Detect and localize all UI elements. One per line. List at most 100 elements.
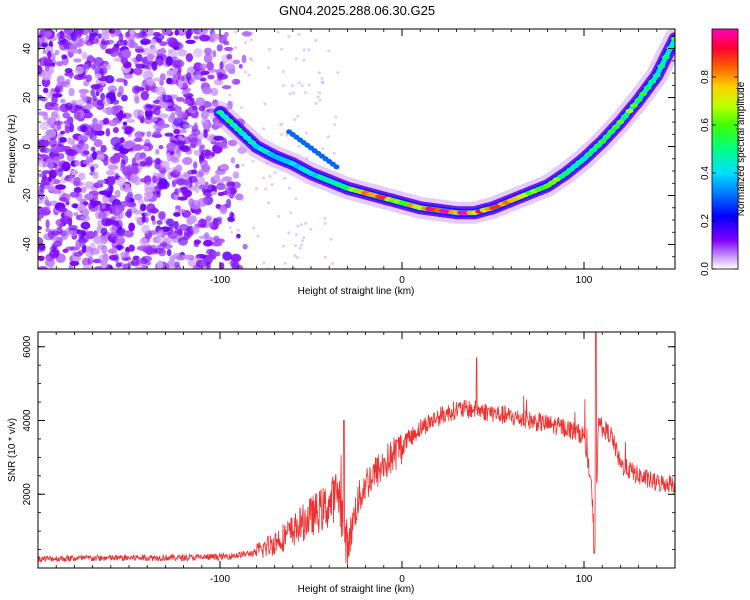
noise-speck <box>326 135 330 139</box>
noise-speck <box>193 240 200 248</box>
noise-speck <box>38 225 43 230</box>
noise-speck <box>133 67 143 76</box>
noise-speck <box>109 231 117 238</box>
noise-speck <box>41 42 48 48</box>
noise-speck <box>175 205 181 210</box>
noise-speck <box>174 188 179 196</box>
noise-speck <box>108 29 116 34</box>
noise-speck <box>178 78 184 89</box>
noise-speck <box>332 151 336 155</box>
noise-speck <box>81 51 88 60</box>
noise-speck <box>60 215 71 225</box>
noise-speck <box>155 86 166 96</box>
noise-speck <box>162 94 173 103</box>
noise-speck <box>200 218 205 225</box>
noise-speck <box>287 231 291 235</box>
noise-speck <box>213 174 221 181</box>
noise-speck <box>194 185 200 194</box>
noise-speck <box>145 156 153 166</box>
noise-speck <box>113 105 123 111</box>
noise-speck <box>126 39 136 49</box>
noise-speck <box>233 45 237 49</box>
noise-speck <box>77 142 84 149</box>
snr-series-line <box>38 332 675 567</box>
noise-speck <box>294 57 298 61</box>
noise-speck <box>177 111 188 119</box>
noise-speck <box>59 30 65 38</box>
noise-speck <box>92 123 103 132</box>
noise-speck <box>334 115 338 119</box>
noise-speck <box>302 48 306 52</box>
noise-speck <box>50 230 60 236</box>
noise-speck <box>216 44 223 52</box>
noise-speck <box>189 137 199 147</box>
ridge-peak <box>652 73 661 78</box>
noise-speck <box>294 197 298 201</box>
noise-speck <box>196 139 202 147</box>
noise-speck <box>197 197 208 207</box>
spectrogram-noise <box>38 29 340 269</box>
noise-speck <box>153 124 159 129</box>
x-tick-label: -100 <box>210 275 230 286</box>
noise-speck <box>232 216 236 220</box>
noise-speck <box>118 32 124 43</box>
noise-speck <box>51 95 58 105</box>
noise-speck <box>100 144 107 153</box>
noise-speck <box>113 57 123 62</box>
noise-speck <box>200 63 208 70</box>
noise-speck <box>90 146 96 152</box>
noise-speck <box>329 237 333 241</box>
noise-speck <box>38 199 44 205</box>
noise-speck <box>218 141 227 148</box>
noise-speck <box>292 266 296 269</box>
ridge-peak <box>243 135 252 141</box>
noise-speck <box>66 116 74 125</box>
noise-speck <box>72 203 79 209</box>
noise-speck <box>59 137 67 143</box>
noise-speck <box>314 38 318 42</box>
noise-speck <box>185 72 192 81</box>
noise-speck <box>285 133 289 137</box>
noise-speck <box>50 111 59 119</box>
noise-speck <box>133 93 140 102</box>
noise-speck <box>107 85 118 94</box>
noise-speck <box>125 118 136 123</box>
ridge-peak <box>238 131 247 136</box>
noise-speck <box>198 169 204 177</box>
noise-speck <box>276 31 280 35</box>
noise-speck <box>72 180 80 185</box>
noise-speck <box>159 47 166 55</box>
noise-speck <box>309 227 313 231</box>
noise-speck <box>153 107 161 116</box>
noise-speck <box>105 39 115 45</box>
noise-speck <box>38 266 48 269</box>
noise-speck <box>262 261 266 265</box>
noise-speck <box>323 216 327 220</box>
noise-speck <box>173 220 179 230</box>
noise-speck <box>251 159 255 163</box>
noise-speck <box>227 261 231 265</box>
noise-speck <box>321 81 325 85</box>
noise-speck <box>54 49 60 56</box>
noise-speck <box>280 47 284 51</box>
noise-speck <box>132 144 144 151</box>
noise-speck <box>167 37 179 48</box>
ridge-peak <box>593 143 602 149</box>
noise-speck <box>139 160 147 168</box>
ridge-peak <box>220 114 229 119</box>
noise-speck <box>85 247 95 258</box>
noise-speck <box>63 29 73 35</box>
noise-speck <box>43 233 54 241</box>
noise-speck <box>160 168 167 175</box>
noise-speck <box>204 181 209 188</box>
noise-speck <box>62 248 69 253</box>
noise-speck <box>289 211 293 215</box>
noise-speck <box>137 109 145 118</box>
noise-speck <box>137 199 145 205</box>
noise-speck <box>210 249 217 260</box>
noise-speck <box>199 29 207 36</box>
noise-speck <box>173 128 181 135</box>
noise-speck <box>145 112 153 120</box>
colorbar-ticks: 0.0 0.2 0.4 0.6 0.8 <box>700 70 738 276</box>
noise-speck <box>182 157 193 166</box>
